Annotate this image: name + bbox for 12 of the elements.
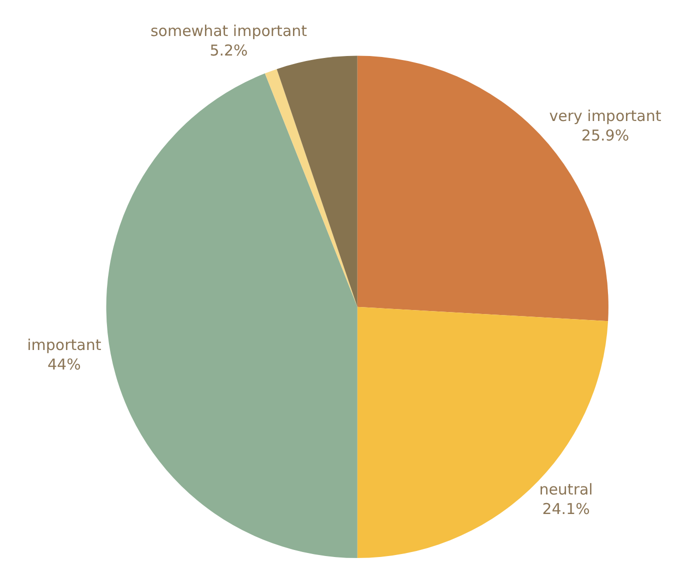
pie-slice	[357, 306, 608, 558]
data-label: 5.2%	[210, 42, 248, 60]
slice-label: very important	[549, 106, 662, 125]
pie-slice	[106, 73, 358, 558]
pie-slice	[264, 69, 358, 307]
data-label: 44%	[47, 355, 81, 374]
slice-label: neutral	[539, 480, 593, 499]
data-label: 25.9%	[581, 126, 630, 144]
pie-slice	[276, 56, 358, 307]
slice-label: somewhat important	[150, 22, 308, 40]
slice-label: important	[27, 336, 102, 354]
data-label: 24.1%	[542, 500, 590, 518]
